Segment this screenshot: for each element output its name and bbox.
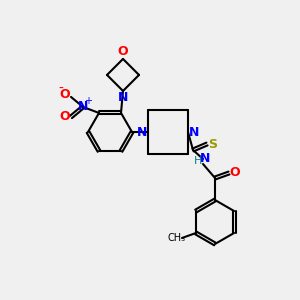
Text: N: N — [118, 92, 128, 104]
Text: N: N — [189, 125, 199, 139]
Text: S: S — [208, 137, 217, 151]
Text: N: N — [78, 100, 88, 113]
Text: O: O — [230, 167, 240, 179]
Text: O: O — [60, 110, 70, 123]
Text: N: N — [200, 152, 210, 166]
Text: -: - — [58, 82, 63, 96]
Text: +: + — [84, 96, 92, 106]
Text: CH₃: CH₃ — [168, 233, 186, 243]
Text: N: N — [137, 125, 147, 139]
Text: O: O — [118, 45, 128, 58]
Text: H: H — [194, 156, 202, 166]
Text: O: O — [60, 88, 70, 101]
